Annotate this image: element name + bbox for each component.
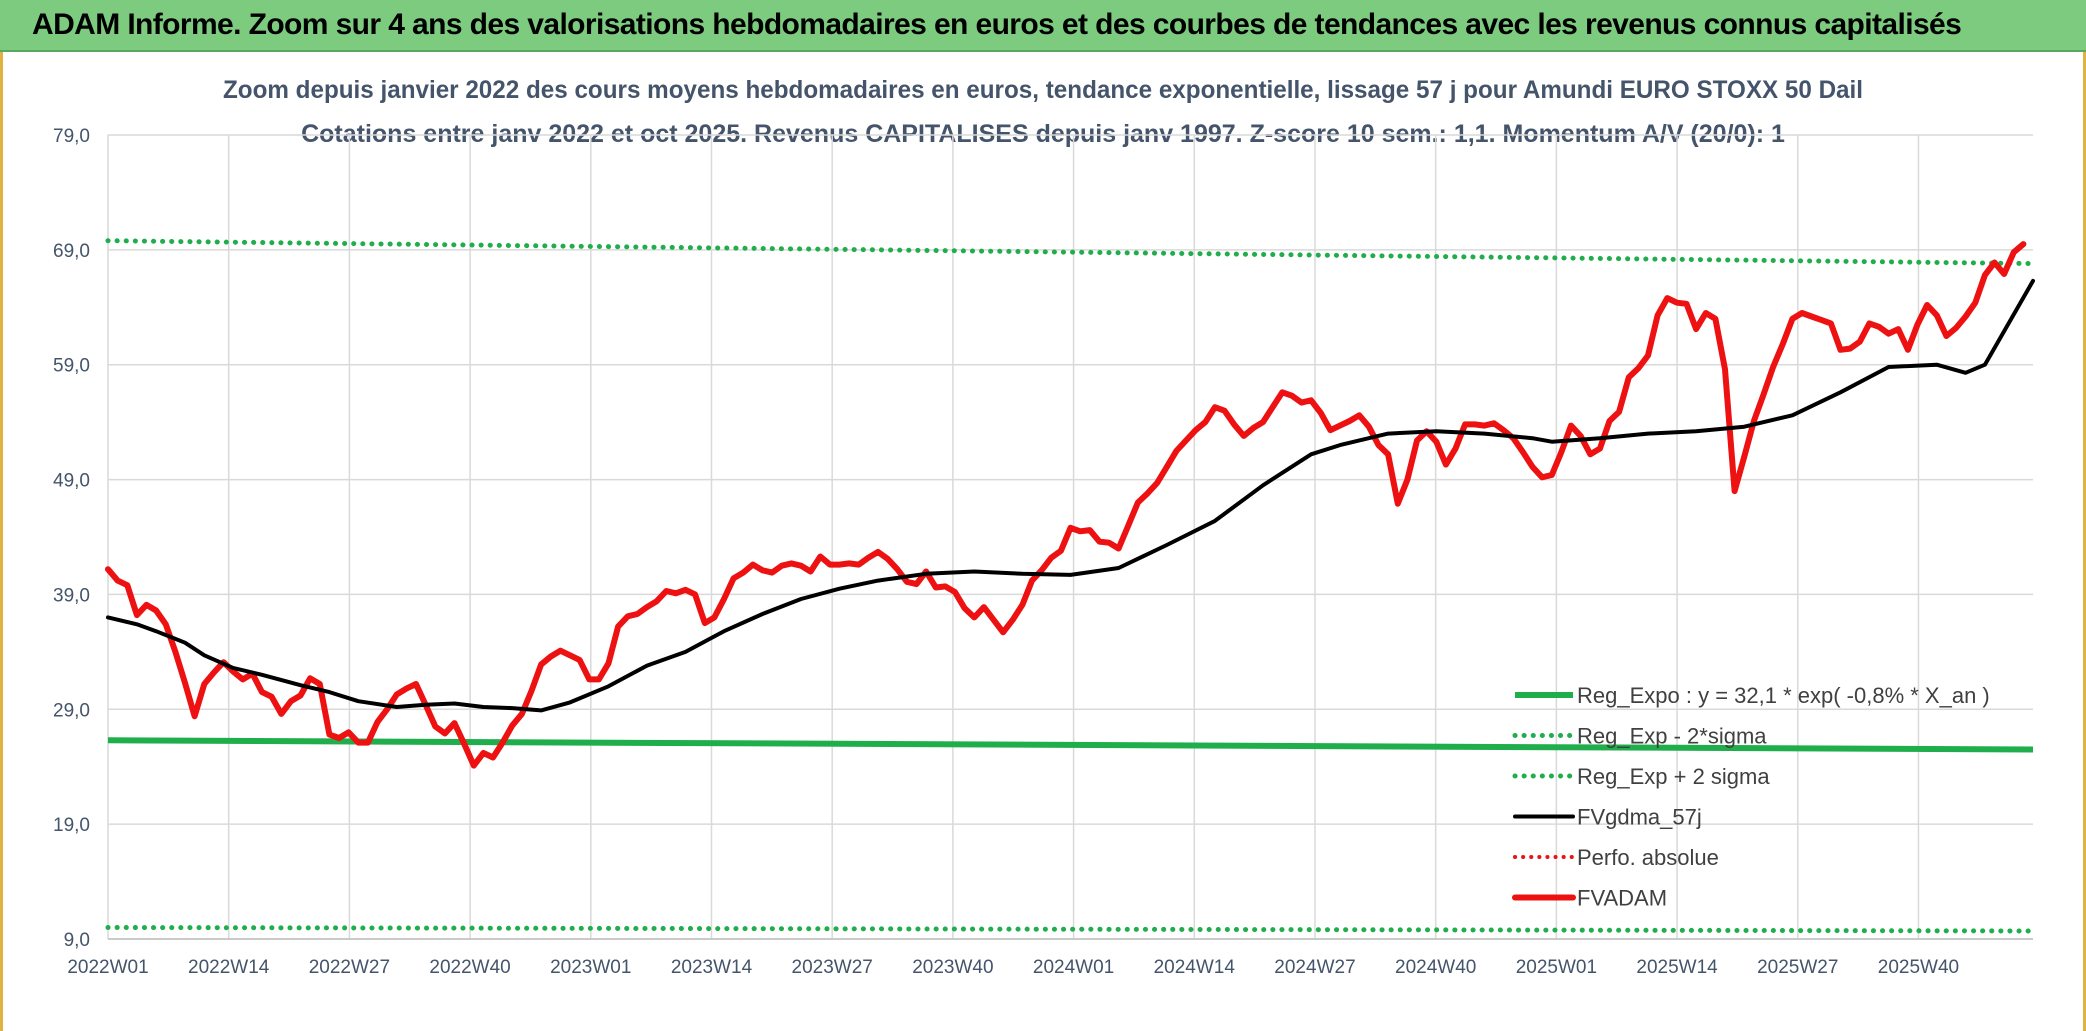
x-tick-label: 2023W27 <box>792 957 873 978</box>
x-tick-label: 2022W27 <box>309 957 390 978</box>
legend-label: Reg_Expo : y = 32,1 * exp( -0,8% * X_an … <box>1577 683 1990 708</box>
x-tick-label: 2022W01 <box>67 957 148 978</box>
grid <box>107 134 2033 940</box>
x-tick-label: 2025W40 <box>1878 957 1959 978</box>
y-tick-label: 29,0 <box>53 700 90 721</box>
x-tick-label: 2025W01 <box>1516 957 1597 978</box>
y-tick-label: 49,0 <box>53 471 90 492</box>
y-tick-label: 39,0 <box>53 585 90 606</box>
y-tick-label: 69,0 <box>53 241 90 262</box>
x-tick-label: 2025W27 <box>1757 957 1838 978</box>
legend-label: FVADAM <box>1577 886 1667 911</box>
legend-label: Perfo. absolue <box>1577 845 1719 870</box>
reg-expo-line <box>107 737 2034 753</box>
upper-band-line <box>105 238 2036 267</box>
x-tick-label: 2023W01 <box>550 957 631 978</box>
report-title: ADAM Informe. Zoom sur 4 ans des valoris… <box>32 8 1962 41</box>
fvadam-line <box>105 241 2027 769</box>
line-chart: Zoom depuis janvier 2022 des cours moyen… <box>53 76 2036 978</box>
fvgdma-line <box>106 278 2035 713</box>
legend-label: Reg_Exp + 2 sigma <box>1577 764 1770 789</box>
y-tick-label: 19,0 <box>53 815 90 836</box>
report-banner: ADAM Informe. Zoom sur 4 ans des valoris… <box>0 0 2086 52</box>
lower-band-line <box>105 925 2036 934</box>
legend: Reg_Expo : y = 32,1 * exp( -0,8% * X_an … <box>1512 683 1990 911</box>
x-axis: 2022W01 2022W14 2022W27 2022W40 2023W01 2023W… <box>67 957 1959 978</box>
series-group <box>105 238 2036 934</box>
chart-subtitle: Cotations entre janv 2022 et oct 2025. R… <box>301 120 1785 148</box>
x-tick-label: 2024W40 <box>1395 957 1476 978</box>
y-tick-label: 9,0 <box>64 930 90 951</box>
y-tick-label: 59,0 <box>53 356 90 377</box>
chart-title: Zoom depuis janvier 2022 des cours moyen… <box>223 76 1863 104</box>
legend-label: FVgdma_57j <box>1577 805 1702 830</box>
x-tick-label: 2024W01 <box>1033 957 1114 978</box>
y-tick-label: 79,0 <box>53 126 90 147</box>
x-tick-label: 2022W14 <box>188 957 270 978</box>
x-tick-label: 2024W27 <box>1274 957 1355 978</box>
chart-frame: Zoom depuis janvier 2022 des cours moyen… <box>0 52 2086 1031</box>
x-tick-label: 2025W14 <box>1636 957 1718 978</box>
x-tick-label: 2024W14 <box>1154 957 1236 978</box>
legend-label: Reg_Exp - 2*sigma <box>1577 724 1767 749</box>
x-tick-label: 2022W40 <box>429 957 510 978</box>
y-axis: 79,0 69,0 59,0 49,0 39,0 29,0 19,0 9,0 <box>53 126 90 951</box>
x-tick-label: 2023W14 <box>671 957 753 978</box>
x-tick-label: 2023W40 <box>912 957 993 978</box>
